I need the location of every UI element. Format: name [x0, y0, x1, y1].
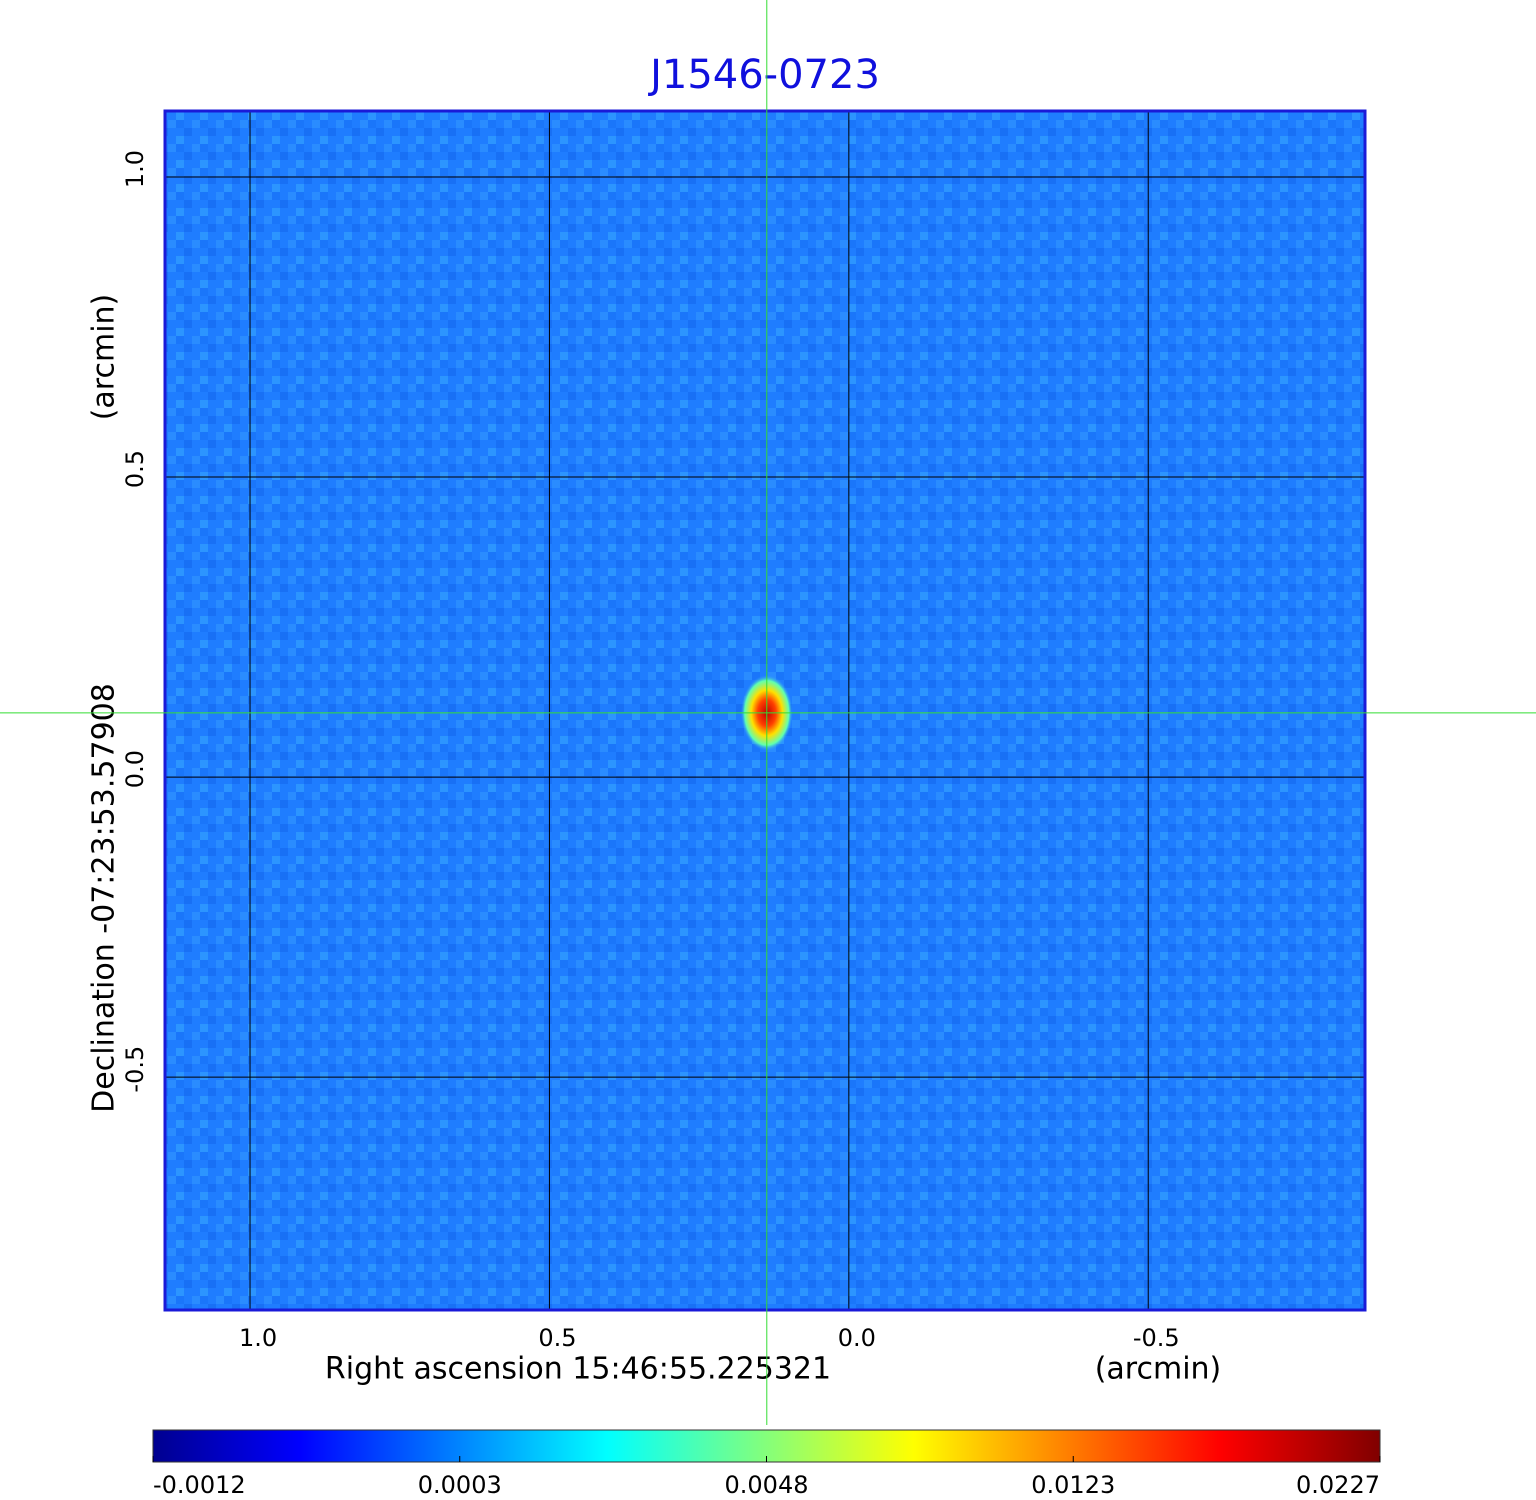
y-axis-unit: (arcmin): [87, 294, 122, 421]
y-tick-label: 0.5: [121, 450, 149, 488]
chart-title: J1546-0723: [647, 52, 880, 98]
frame: [163, 109, 1367, 1312]
x-axis-unit: (arcmin): [1095, 1352, 1222, 1387]
x-tick-label: -0.5: [1133, 1324, 1180, 1352]
colorbar-tick-label: 0.0048: [725, 1471, 809, 1499]
y-tick-label: -0.5: [121, 1046, 149, 1093]
colorbar-tick-label: 0.0227: [1296, 1471, 1380, 1499]
y-tick-label: 1.0: [121, 150, 149, 188]
colorbar-tick-label: 0.0123: [1031, 1471, 1115, 1499]
x-axis-label: Right ascension 15:46:55.225321: [325, 1352, 831, 1387]
x-tick-label: 1.0: [239, 1324, 277, 1352]
x-tick-label: 0.5: [538, 1324, 576, 1352]
colorbar-tick-label: -0.0012: [153, 1471, 246, 1499]
y-tick-label: 0.0: [121, 750, 149, 788]
y-axis-label: Declination -07:23:53.57908: [87, 683, 122, 1113]
colorbar-tick-label: 0.0003: [418, 1471, 502, 1499]
x-tick-label: 0.0: [838, 1324, 876, 1352]
